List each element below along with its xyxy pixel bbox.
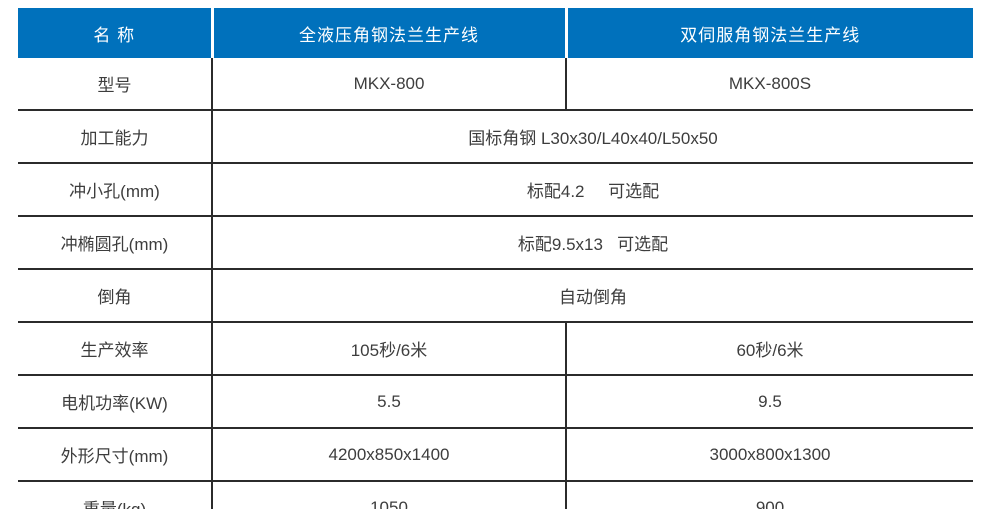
header-row: 名 称 全液压角钢法兰生产线 双伺服角钢法兰生产线 — [18, 8, 973, 58]
row-small-hole-label: 冲小孔(mm) — [18, 163, 213, 217]
row-model-label: 型号 — [18, 58, 213, 111]
row-efficiency-value-b: 60秒/6米 — [566, 322, 973, 376]
row-small-hole-value: 标配4.2 可选配 — [212, 163, 973, 217]
row-chamfer-value: 自动倒角 — [212, 269, 973, 323]
row-chamfer-label: 倒角 — [18, 269, 213, 323]
row-dimensions-value-a: 4200x850x1400 — [212, 428, 567, 482]
header-cell-name: 名 称 — [18, 8, 214, 58]
row-motor-power-value-b: 9.5 — [566, 375, 973, 429]
row-capacity-value: 国标角钢 L30x30/L40x40/L50x50 — [212, 110, 973, 164]
row-dimensions-value-b: 3000x800x1300 — [566, 428, 973, 482]
product-spec-table: 名 称 全液压角钢法兰生产线 双伺服角钢法兰生产线 型号 MKX-800 MKX… — [18, 8, 973, 509]
row-efficiency: 生产效率 105秒/6米 60秒/6米 — [18, 322, 973, 376]
row-motor-power-label: 电机功率(KW) — [18, 375, 213, 429]
header-cell-product-b: 双伺服角钢法兰生产线 — [566, 8, 973, 58]
row-small-hole: 冲小孔(mm) 标配4.2 可选配 — [18, 163, 973, 217]
row-weight-value-a: 1050 — [212, 481, 567, 509]
header-cell-product-a: 全液压角钢法兰生产线 — [212, 8, 568, 58]
row-model: 型号 MKX-800 MKX-800S — [18, 58, 973, 111]
row-capacity: 加工能力 国标角钢 L30x30/L40x40/L50x50 — [18, 110, 973, 164]
row-dimensions: 外形尺寸(mm) 4200x850x1400 3000x800x1300 — [18, 428, 973, 482]
row-efficiency-value-a: 105秒/6米 — [212, 322, 567, 376]
row-model-value-a: MKX-800 — [212, 58, 567, 111]
row-motor-power: 电机功率(KW) 5.5 9.5 — [18, 375, 973, 429]
row-efficiency-label: 生产效率 — [18, 322, 213, 376]
row-motor-power-value-a: 5.5 — [212, 375, 567, 429]
row-weight: 重量(kg) 1050 900 — [18, 481, 973, 509]
row-model-value-b: MKX-800S — [566, 58, 973, 111]
row-dimensions-label: 外形尺寸(mm) — [18, 428, 213, 482]
row-capacity-label: 加工能力 — [18, 110, 213, 164]
row-weight-label: 重量(kg) — [18, 481, 213, 509]
row-chamfer: 倒角 自动倒角 — [18, 269, 973, 323]
row-oval-hole: 冲椭圆孔(mm) 标配9.5x13 可选配 — [18, 216, 973, 270]
row-oval-hole-label: 冲椭圆孔(mm) — [18, 216, 213, 270]
row-weight-value-b: 900 — [566, 481, 973, 509]
row-oval-hole-value: 标配9.5x13 可选配 — [212, 216, 973, 270]
